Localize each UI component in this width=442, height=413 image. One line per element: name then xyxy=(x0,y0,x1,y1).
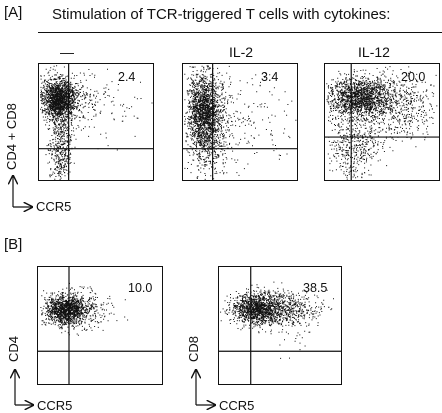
scatter-plot-il2 xyxy=(182,63,298,181)
x-axis-label-ccr5-cd8: CCR5 xyxy=(219,398,255,413)
scatter-plot-cd4 xyxy=(37,266,163,385)
x-axis-label-ccr5: CCR5 xyxy=(36,199,72,214)
scatter-plot-il12 xyxy=(324,63,440,181)
condition-label-il2: IL-2 xyxy=(228,44,254,60)
dot-cloud xyxy=(183,64,297,180)
panel-a-label: [A] xyxy=(4,4,23,21)
percentage-control: 2.4 xyxy=(118,70,136,84)
scatter-plot-control xyxy=(38,63,154,181)
x-axis-label-ccr5-cd4: CCR5 xyxy=(37,398,73,413)
scatter-plot-cd8 xyxy=(218,266,342,385)
panel-a-title: Stimulation of TCR-triggered T cells wit… xyxy=(52,6,391,23)
percentage-il12: 20.0 xyxy=(401,70,426,84)
percentage-cd8: 38.5 xyxy=(303,281,328,295)
dot-cloud xyxy=(325,64,439,180)
condition-label-il12: IL-12 xyxy=(358,44,390,60)
percentage-cd4: 10.0 xyxy=(128,281,153,295)
dot-cloud xyxy=(39,64,153,180)
panel-b-label: [B] xyxy=(4,236,23,253)
condition-label-control: — xyxy=(60,44,74,60)
dot-cloud xyxy=(219,267,341,384)
dot-cloud xyxy=(38,267,162,384)
title-underline xyxy=(38,32,442,33)
percentage-il2: 3.4 xyxy=(261,70,279,84)
